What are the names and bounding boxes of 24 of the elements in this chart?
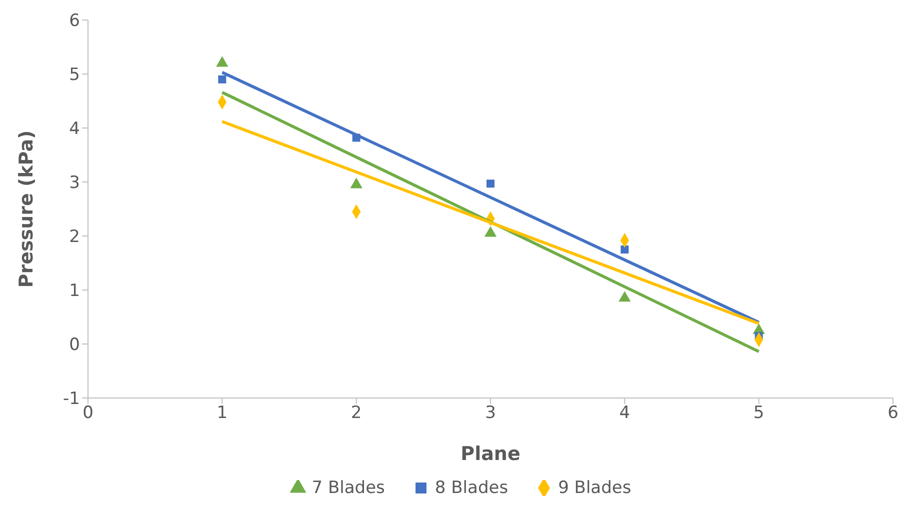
y-tick-label: 0 [69, 335, 80, 356]
x-tick-label: 2 [350, 403, 362, 424]
x-tick-label: 3 [485, 403, 496, 424]
y-tick-label: 4 [69, 119, 80, 140]
x-tick-label: 0 [82, 403, 94, 424]
x-axis-title: Plane [460, 443, 520, 465]
point [218, 75, 226, 84]
x-tick-label: 4 [619, 403, 630, 424]
x-tick-label: 1 [216, 403, 228, 424]
y-tick-label: 5 [69, 65, 80, 86]
y-axis-title: Pressure (kPa) [16, 130, 38, 288]
x-tick-label: 6 [888, 403, 898, 424]
legend-label: 9 Blades [558, 478, 632, 498]
y-tick-label: 1 [69, 281, 80, 302]
y-tick-label: 3 [69, 173, 80, 194]
legend-label: 8 Blades [434, 478, 508, 498]
point [618, 291, 631, 302]
y-tick-label: 2 [69, 227, 80, 248]
x-tick-label: 5 [753, 403, 764, 424]
legend-label: 7 Blades [312, 478, 385, 498]
y-tick-label: -1 [63, 389, 80, 410]
point [620, 246, 629, 254]
y-tick-label: 6 [69, 11, 80, 32]
point [486, 180, 494, 188]
